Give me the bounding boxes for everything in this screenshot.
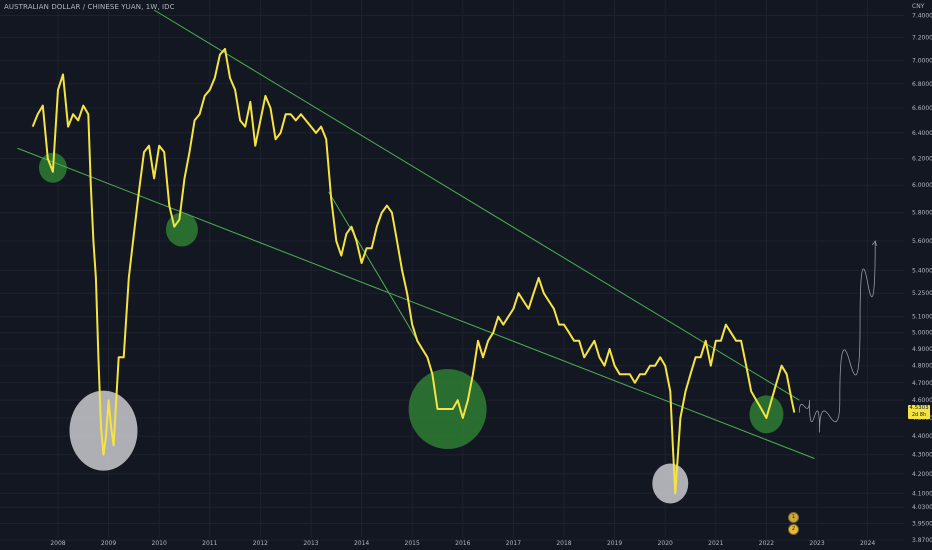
projection-arrowhead-icon xyxy=(871,240,877,246)
x-tick-label: 2021 xyxy=(708,540,723,547)
x-tick-label: 2009 xyxy=(101,540,116,547)
x-tick-label: 2012 xyxy=(253,540,268,547)
y-tick-label: 5.1000 xyxy=(912,314,932,321)
y-tick-label: 4.6000 xyxy=(912,397,932,404)
support-highlight-circle xyxy=(165,212,198,247)
y-tick-label: 6.6000 xyxy=(912,105,932,112)
y-tick-label: 5.0000 xyxy=(912,330,932,337)
y-tick-label: 5.6000 xyxy=(912,238,932,245)
y-tick-label: 4.9000 xyxy=(912,346,932,353)
x-tick-label: 2024 xyxy=(860,540,875,547)
y-tick-label: 4.8000 xyxy=(912,363,932,370)
bar-countdown: 2d 8h xyxy=(911,412,927,418)
x-tick-label: 2017 xyxy=(506,540,521,547)
x-tick-label: 2022 xyxy=(759,540,774,547)
highlight-circles xyxy=(38,152,784,504)
y-tick-label: 7.0000 xyxy=(912,57,932,64)
x-tick-label: 2008 xyxy=(50,540,65,547)
x-tick-label: 2014 xyxy=(354,540,369,547)
price-series[interactable] xyxy=(31,47,796,495)
x-tick-label: 2019 xyxy=(607,540,622,547)
price-line[interactable] xyxy=(31,47,796,495)
capitulation-highlight-circle xyxy=(652,463,689,504)
y-tick-label: 7.2000 xyxy=(912,35,932,42)
x-tick-label: 2011 xyxy=(202,540,217,547)
capitulation-highlight-circle xyxy=(69,390,138,471)
trendline[interactable] xyxy=(328,191,428,358)
symbol-title: AUSTRALIAN DOLLAR / CHINESE YUAN, 1W, ID… xyxy=(4,3,175,11)
last-price-value: 4.5303 xyxy=(909,405,929,411)
grid xyxy=(0,0,904,541)
y-tick-label: 3.9500 xyxy=(912,520,932,527)
x-tick-label: 2023 xyxy=(809,540,824,547)
y-tick-label: 4.7000 xyxy=(912,380,932,387)
y-tick-label: 5.4000 xyxy=(912,267,932,274)
y-tick-label: 6.4000 xyxy=(912,130,932,137)
x-tick-label: 2013 xyxy=(303,540,318,547)
y-tick-label: 4.3000 xyxy=(912,452,932,459)
y-tick-label: 5.8000 xyxy=(912,210,932,217)
x-tick-label: 2020 xyxy=(658,540,673,547)
y-axis[interactable]: 7.4000 7.2000 7.0000 6.8000 6.6000 6.4000 6.20… xyxy=(912,12,932,544)
y-tick-label: 4.1000 xyxy=(912,490,932,497)
y-tick-label: 4.0300 xyxy=(912,504,932,511)
y-tick-label: 3.8700 xyxy=(912,537,932,544)
x-tick-label: 2018 xyxy=(556,540,571,547)
projection-path xyxy=(798,240,877,433)
x-tick-label: 2015 xyxy=(405,540,420,547)
y-tick-label: 4.2000 xyxy=(912,471,932,478)
y-tick-label: 5.2500 xyxy=(912,290,932,297)
event-badge-icon[interactable]: 1 xyxy=(788,512,799,523)
x-axis[interactable]: 2008 2009 2010 2011 2012 2013 2014 2015 2016 2017… xyxy=(50,540,875,547)
y-tick-label: 6.2000 xyxy=(912,156,932,163)
y-tick-label: 7.4000 xyxy=(912,12,932,19)
trendline[interactable] xyxy=(153,9,800,401)
y-tick-label: 4.4000 xyxy=(912,433,932,440)
last-price-tag: 4.5303 2d 8h xyxy=(908,405,930,419)
y-tick-label: 6.8000 xyxy=(912,81,932,88)
x-tick-label: 2010 xyxy=(152,540,167,547)
x-tick-label: 2016 xyxy=(455,540,470,547)
projection-path xyxy=(798,240,876,433)
event-badge-icon[interactable]: 2 xyxy=(788,524,799,535)
currency-unit-label: CNY xyxy=(912,3,925,10)
y-tick-label: 6.0000 xyxy=(912,182,932,189)
